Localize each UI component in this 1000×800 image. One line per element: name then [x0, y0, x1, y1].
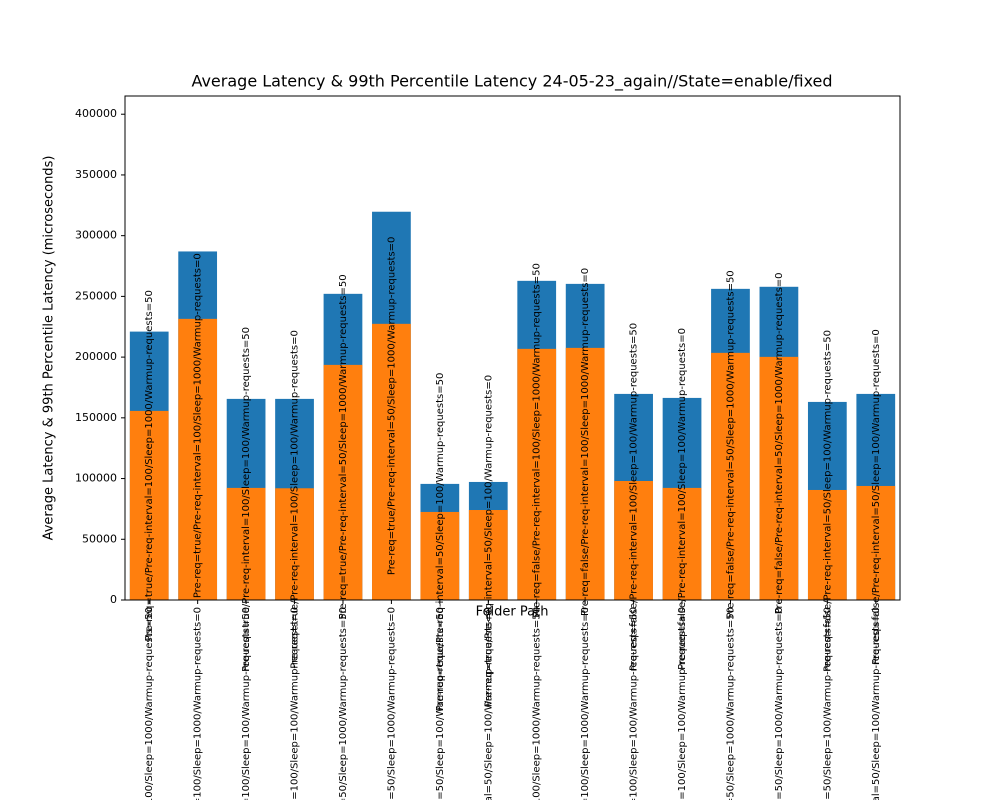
bar [807, 489, 847, 600]
bar [517, 348, 557, 600]
bar [178, 318, 218, 600]
bar-label: Pre-req=false/Pre-req-interval=50/Sleep=… [871, 329, 882, 664]
y-tick-label: 50000 [82, 532, 117, 545]
bar-label: Pre-req=false/Pre-req-interval=50/Sleep=… [774, 272, 785, 614]
plot-frame [124, 95, 901, 601]
x-tick-label: Pre-req=false/Pre-req-interval=50/Sleep=… [822, 607, 833, 800]
x-tick-label: Pre-req=false/Pre-req-interval=50/Sleep=… [725, 607, 736, 800]
x-tick-label: Pre-req=false/Pre-req-interval=50/Sleep=… [774, 607, 785, 800]
bar [711, 352, 750, 600]
x-tick-label: Pre-req=false/Pre-req-interval=50/Sleep=… [871, 607, 882, 800]
y-tick-label: 200000 [75, 350, 117, 363]
x-tick-label: Pre-req=false/Pre-req-interval=100/Sleep… [532, 607, 543, 800]
x-tick-label: Pre-req=true/Pre-req-interval=50/Sleep=1… [386, 607, 397, 800]
bar [129, 410, 169, 600]
bar [856, 485, 896, 600]
x-tick-label: Pre-req=true/Pre-req-interval=100/Sleep=… [290, 607, 301, 800]
y-tick-label: 100000 [75, 472, 117, 485]
bar-label: Pre-req=false/Pre-req-interval=100/Sleep… [532, 263, 543, 618]
bar-label: Pre-req=true/Pre-req-interval=100/Sleep=… [193, 253, 204, 598]
bar [468, 510, 508, 600]
y-tick-label: 300000 [75, 229, 117, 242]
bar-label: Pre-req=true/Pre-req-interval=50/Sleep=1… [386, 237, 397, 576]
bar [275, 488, 314, 600]
y-tick-label: 400000 [75, 107, 117, 120]
bar-label: Pre-req=false/Pre-req-interval=100/Sleep… [629, 323, 640, 671]
x-tick-label: Pre-req=false/Pre-req-interval=100/Sleep… [677, 607, 688, 800]
x-tick-label: Pre-req=true/Pre-req-interval=100/Sleep=… [144, 607, 155, 800]
x-axis-label: Folder Path [476, 605, 549, 620]
bar-label: Pre-req=true/Pre-req-interval=50/Sleep=1… [435, 373, 446, 712]
x-tick-label: Pre-req=true/Pre-req-interval=100/Sleep=… [193, 607, 204, 800]
bar [759, 356, 799, 600]
x-tick-label: Pre-req=true/Pre-req-interval=100/Sleep=… [241, 607, 252, 800]
bar [372, 323, 411, 600]
chart-title: Average Latency & 99th Percentile Latenc… [191, 72, 832, 92]
bar-label: Pre-req=true/Pre-req-interval=100/Sleep=… [144, 290, 155, 641]
x-tick-label: Pre-req=true/Pre-req-interval=50/Sleep=1… [435, 607, 446, 800]
x-tick-label: Pre-req=true/Pre-req-interval=50/Sleep=1… [338, 607, 349, 800]
bar-label: Pre-req=false/Pre-req-interval=50/Sleep=… [725, 270, 736, 618]
bar [420, 511, 460, 600]
bar-label: Pre-req=true/Pre-req-interval=50/Sleep=1… [483, 375, 494, 707]
bar-label: Pre-req=false/Pre-req-interval=100/Sleep… [580, 268, 591, 616]
y-tick-label: 150000 [75, 411, 117, 424]
bar [614, 480, 653, 600]
bar-label: Pre-req=true/Pre-req-interval=100/Sleep=… [290, 330, 301, 669]
bar [565, 347, 605, 600]
x-tick-label: Pre-req=false/Pre-req-interval=100/Sleep… [580, 607, 591, 800]
bar [662, 487, 702, 600]
y-tick-label: 250000 [75, 289, 117, 302]
x-tick-label: Pre-req=true/Pre-req-interval=50/Sleep=1… [483, 607, 494, 800]
bar [226, 487, 266, 600]
y-axis-label: Average Latency & 99th Percentile Latenc… [42, 156, 57, 541]
bar-label: Pre-req=false/Pre-req-interval=50/Sleep=… [822, 330, 833, 672]
bar [323, 364, 363, 600]
y-tick-label: 0 [110, 593, 117, 606]
y-tick-label: 350000 [75, 168, 117, 181]
bar-label: Pre-req=true/Pre-req-interval=50/Sleep=1… [338, 274, 349, 619]
bar-label: Pre-req=true/Pre-req-interval=100/Sleep=… [241, 327, 252, 672]
bar-label: Pre-req=false/Pre-req-interval=100/Sleep… [677, 328, 688, 670]
x-tick-label: Pre-req=false/Pre-req-interval=100/Sleep… [629, 607, 640, 800]
